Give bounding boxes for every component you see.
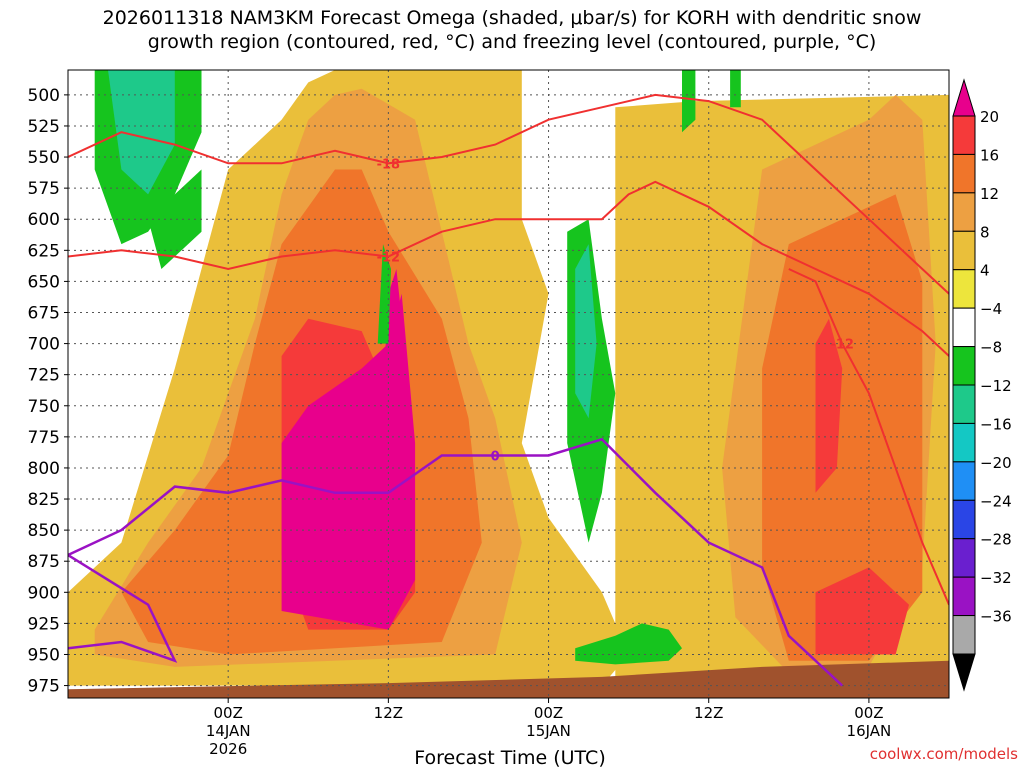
x-tick-label-24-l1: 00Z [854, 704, 883, 722]
x-tick-label-12-l1: 00Z [534, 704, 563, 722]
x-tick-label-0-l2: 14JAN [206, 722, 251, 740]
y-tick-label-950: 950 [28, 645, 60, 665]
y-tick-label-900: 900 [28, 583, 60, 603]
colorbar-label-0: 20 [980, 108, 999, 126]
omega-region-down8-upper-left [108, 70, 175, 195]
omega-region-down4-top-right [682, 70, 696, 133]
x-axis-label: Forecast Time (UTC) [414, 747, 605, 768]
omega-region-up20-main [281, 293, 416, 630]
omega-region-down4-spike [377, 244, 391, 344]
grid-lines [68, 70, 949, 698]
colorbar-label-13: −36 [980, 608, 1012, 626]
y-tick-label-625: 625 [28, 241, 60, 261]
y-tick-label-825: 825 [28, 490, 60, 510]
y-tick-label-850: 850 [28, 521, 60, 541]
colorbar-label-10: −24 [980, 492, 1012, 510]
colorbar-swatch-7 [952, 346, 976, 386]
colorbar-swatch-9 [952, 422, 976, 463]
chart-title-line-1: 2026011318 NAM3KM Forecast Omega (shaded… [103, 7, 922, 29]
colorbar-bottom-arrow [952, 653, 976, 692]
y-tick-label-525: 525 [28, 117, 60, 137]
y-tick-label-650: 650 [28, 272, 60, 292]
dendritic-contour-label-0: -18 [377, 157, 401, 172]
x-tick-label-12-l2: 15JAN [526, 722, 571, 740]
omega-region-down4-top-right2 [730, 70, 741, 108]
y-tick-label-975: 975 [28, 677, 60, 697]
colorbar-label-8: −16 [980, 415, 1012, 433]
dendritic-contour-label-1: -12 [377, 251, 401, 266]
dendritic-contour-0 [68, 93, 949, 295]
colorbar-top-arrow [952, 78, 976, 117]
y-tick-label-875: 875 [28, 552, 60, 572]
chart-title-line-2: growth region (contoured, red, °C) and f… [148, 31, 877, 53]
y-axis: 500 525 550 575 600 625 650 675 700 725 750 775 800 8… [28, 86, 68, 697]
plot-frame [67, 69, 950, 699]
y-tick-label-750: 750 [28, 397, 60, 417]
credit-text[interactable]: coolwx.com/models [870, 745, 1018, 763]
x-tick-label-6-l1: 12Z [374, 704, 403, 722]
colorbar-swatch-2 [952, 153, 976, 194]
dendritic-contour-2 [788, 268, 949, 606]
x-tick-label-0-l3: 2026 [209, 740, 247, 758]
colorbar-label-5: −4 [980, 300, 1002, 318]
contour-lines: -18 -12 -12 0 [68, 93, 949, 687]
colorbar-label-3: 8 [980, 223, 990, 241]
colorbar-label-7: −12 [980, 377, 1012, 395]
colorbar-label-12: −32 [980, 569, 1012, 587]
freezing-level-label: 0 [491, 450, 500, 465]
omega-region-up16-east [815, 318, 843, 493]
y-tick-label-575: 575 [28, 179, 60, 199]
colorbar-label-2: 12 [980, 185, 999, 203]
colorbar-label-1: 16 [980, 146, 999, 164]
x-tick-label-18-l1: 12Z [694, 704, 723, 722]
colorbar-swatch-1 [952, 115, 976, 155]
x-tick-label-24-l2: 16JAN [847, 722, 892, 740]
omega-region-up16-east-low [815, 567, 909, 655]
colorbar-swatch-4 [952, 230, 976, 271]
colorbar-label-9: −20 [980, 454, 1012, 472]
colorbar-swatch-3 [952, 192, 976, 232]
colorbar-label-6: −8 [980, 339, 1002, 357]
colorbar-swatch-5 [952, 269, 976, 309]
colorbar-swatch-8 [952, 384, 976, 424]
colorbar-swatch-11 [952, 499, 976, 540]
y-tick-label-550: 550 [28, 148, 60, 168]
colorbar: 20 16 12 8 4 −4 −8 −12 −16 −20 −24 −28 −32 −36 [952, 78, 1012, 692]
y-tick-label-725: 725 [28, 366, 60, 386]
y-tick-label-700: 700 [28, 335, 60, 355]
colorbar-label-11: −28 [980, 531, 1012, 549]
dendritic-contour-label-2: -12 [830, 338, 854, 353]
x-tick-label-0-l1: 00Z [213, 704, 242, 722]
colorbar-swatch-13 [952, 576, 976, 617]
terrain-area [68, 660, 949, 698]
y-tick-label-675: 675 [28, 303, 60, 323]
colorbar-label-4: 4 [980, 262, 990, 280]
omega-region-up12-east [762, 194, 923, 661]
y-tick-label-925: 925 [28, 614, 60, 634]
dendritic-contour-1 [68, 180, 949, 357]
colorbar-swatch-6 [952, 307, 976, 348]
terrain-group [68, 660, 949, 698]
y-tick-label-800: 800 [28, 459, 60, 479]
colorbar-swatch-10 [952, 461, 976, 501]
y-tick-label-775: 775 [28, 428, 60, 448]
omega-shaded-regions [68, 70, 949, 686]
colorbar-swatch-14 [952, 615, 976, 655]
y-tick-label-600: 600 [28, 210, 60, 230]
omega-region-down4-upper-col [148, 169, 202, 269]
colorbar-swatch-12 [952, 538, 976, 578]
y-tick-label-500: 500 [28, 86, 60, 106]
freezing-level-contour [68, 437, 844, 687]
omega-region-down4-bottom [575, 623, 682, 665]
